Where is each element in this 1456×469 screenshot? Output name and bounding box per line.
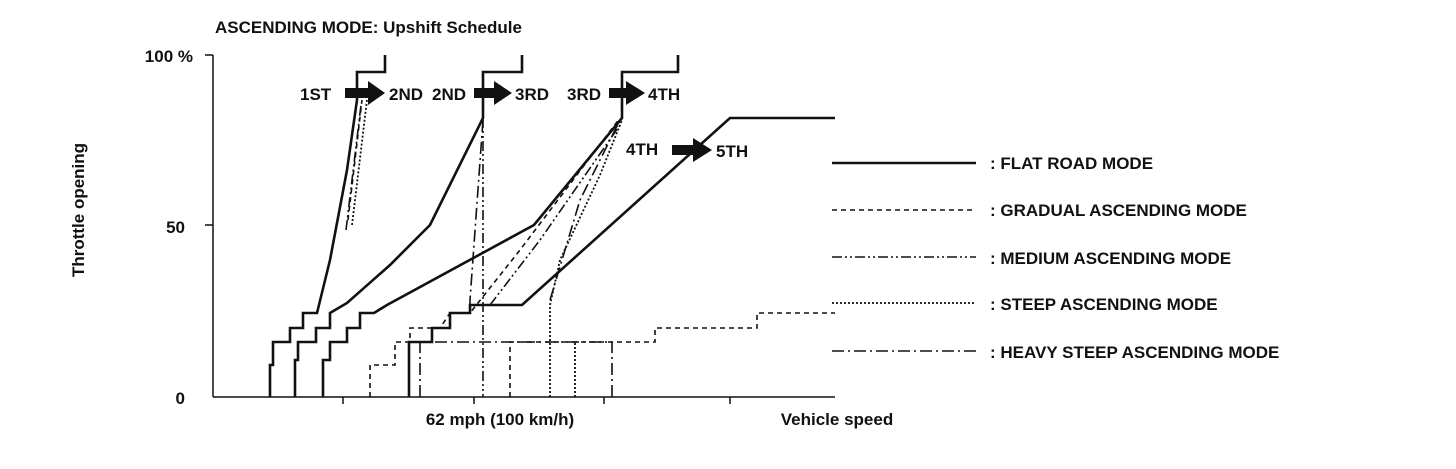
title: ASCENDING MODE: Upshift Schedule xyxy=(215,18,522,37)
legend: : FLAT ROAD MODE : GRADUAL ASCENDING MOD… xyxy=(832,154,1279,362)
shift-label: 5TH xyxy=(716,142,748,161)
shift-label: 4TH xyxy=(648,85,680,104)
shift-label: 3RD xyxy=(567,85,601,104)
shift-label: 2ND xyxy=(389,85,423,104)
x-axis-label: Vehicle speed xyxy=(781,410,893,429)
x-marker-label: 62 mph (100 km/h) xyxy=(426,410,574,429)
shift-label: 2ND xyxy=(432,85,466,104)
y-tick-label: 50 xyxy=(166,218,185,237)
legend-label: : HEAVY STEEP ASCENDING MODE xyxy=(990,343,1279,362)
y-tick-label: 0 xyxy=(176,389,185,408)
y-axis-label: Throttle opening xyxy=(69,143,88,277)
legend-label: : STEEP ASCENDING MODE xyxy=(990,295,1218,314)
shift-curves xyxy=(268,55,835,397)
shift-arrows xyxy=(345,81,712,162)
legend-label: : GRADUAL ASCENDING MODE xyxy=(990,201,1247,220)
axes xyxy=(205,54,835,404)
y-tick-label: 100 % xyxy=(145,47,193,66)
shift-label: 4TH xyxy=(626,140,658,159)
legend-label: : FLAT ROAD MODE xyxy=(990,154,1153,173)
shift-label: 1ST xyxy=(300,85,332,104)
shift-label: 3RD xyxy=(515,85,549,104)
legend-label: : MEDIUM ASCENDING MODE xyxy=(990,249,1231,268)
